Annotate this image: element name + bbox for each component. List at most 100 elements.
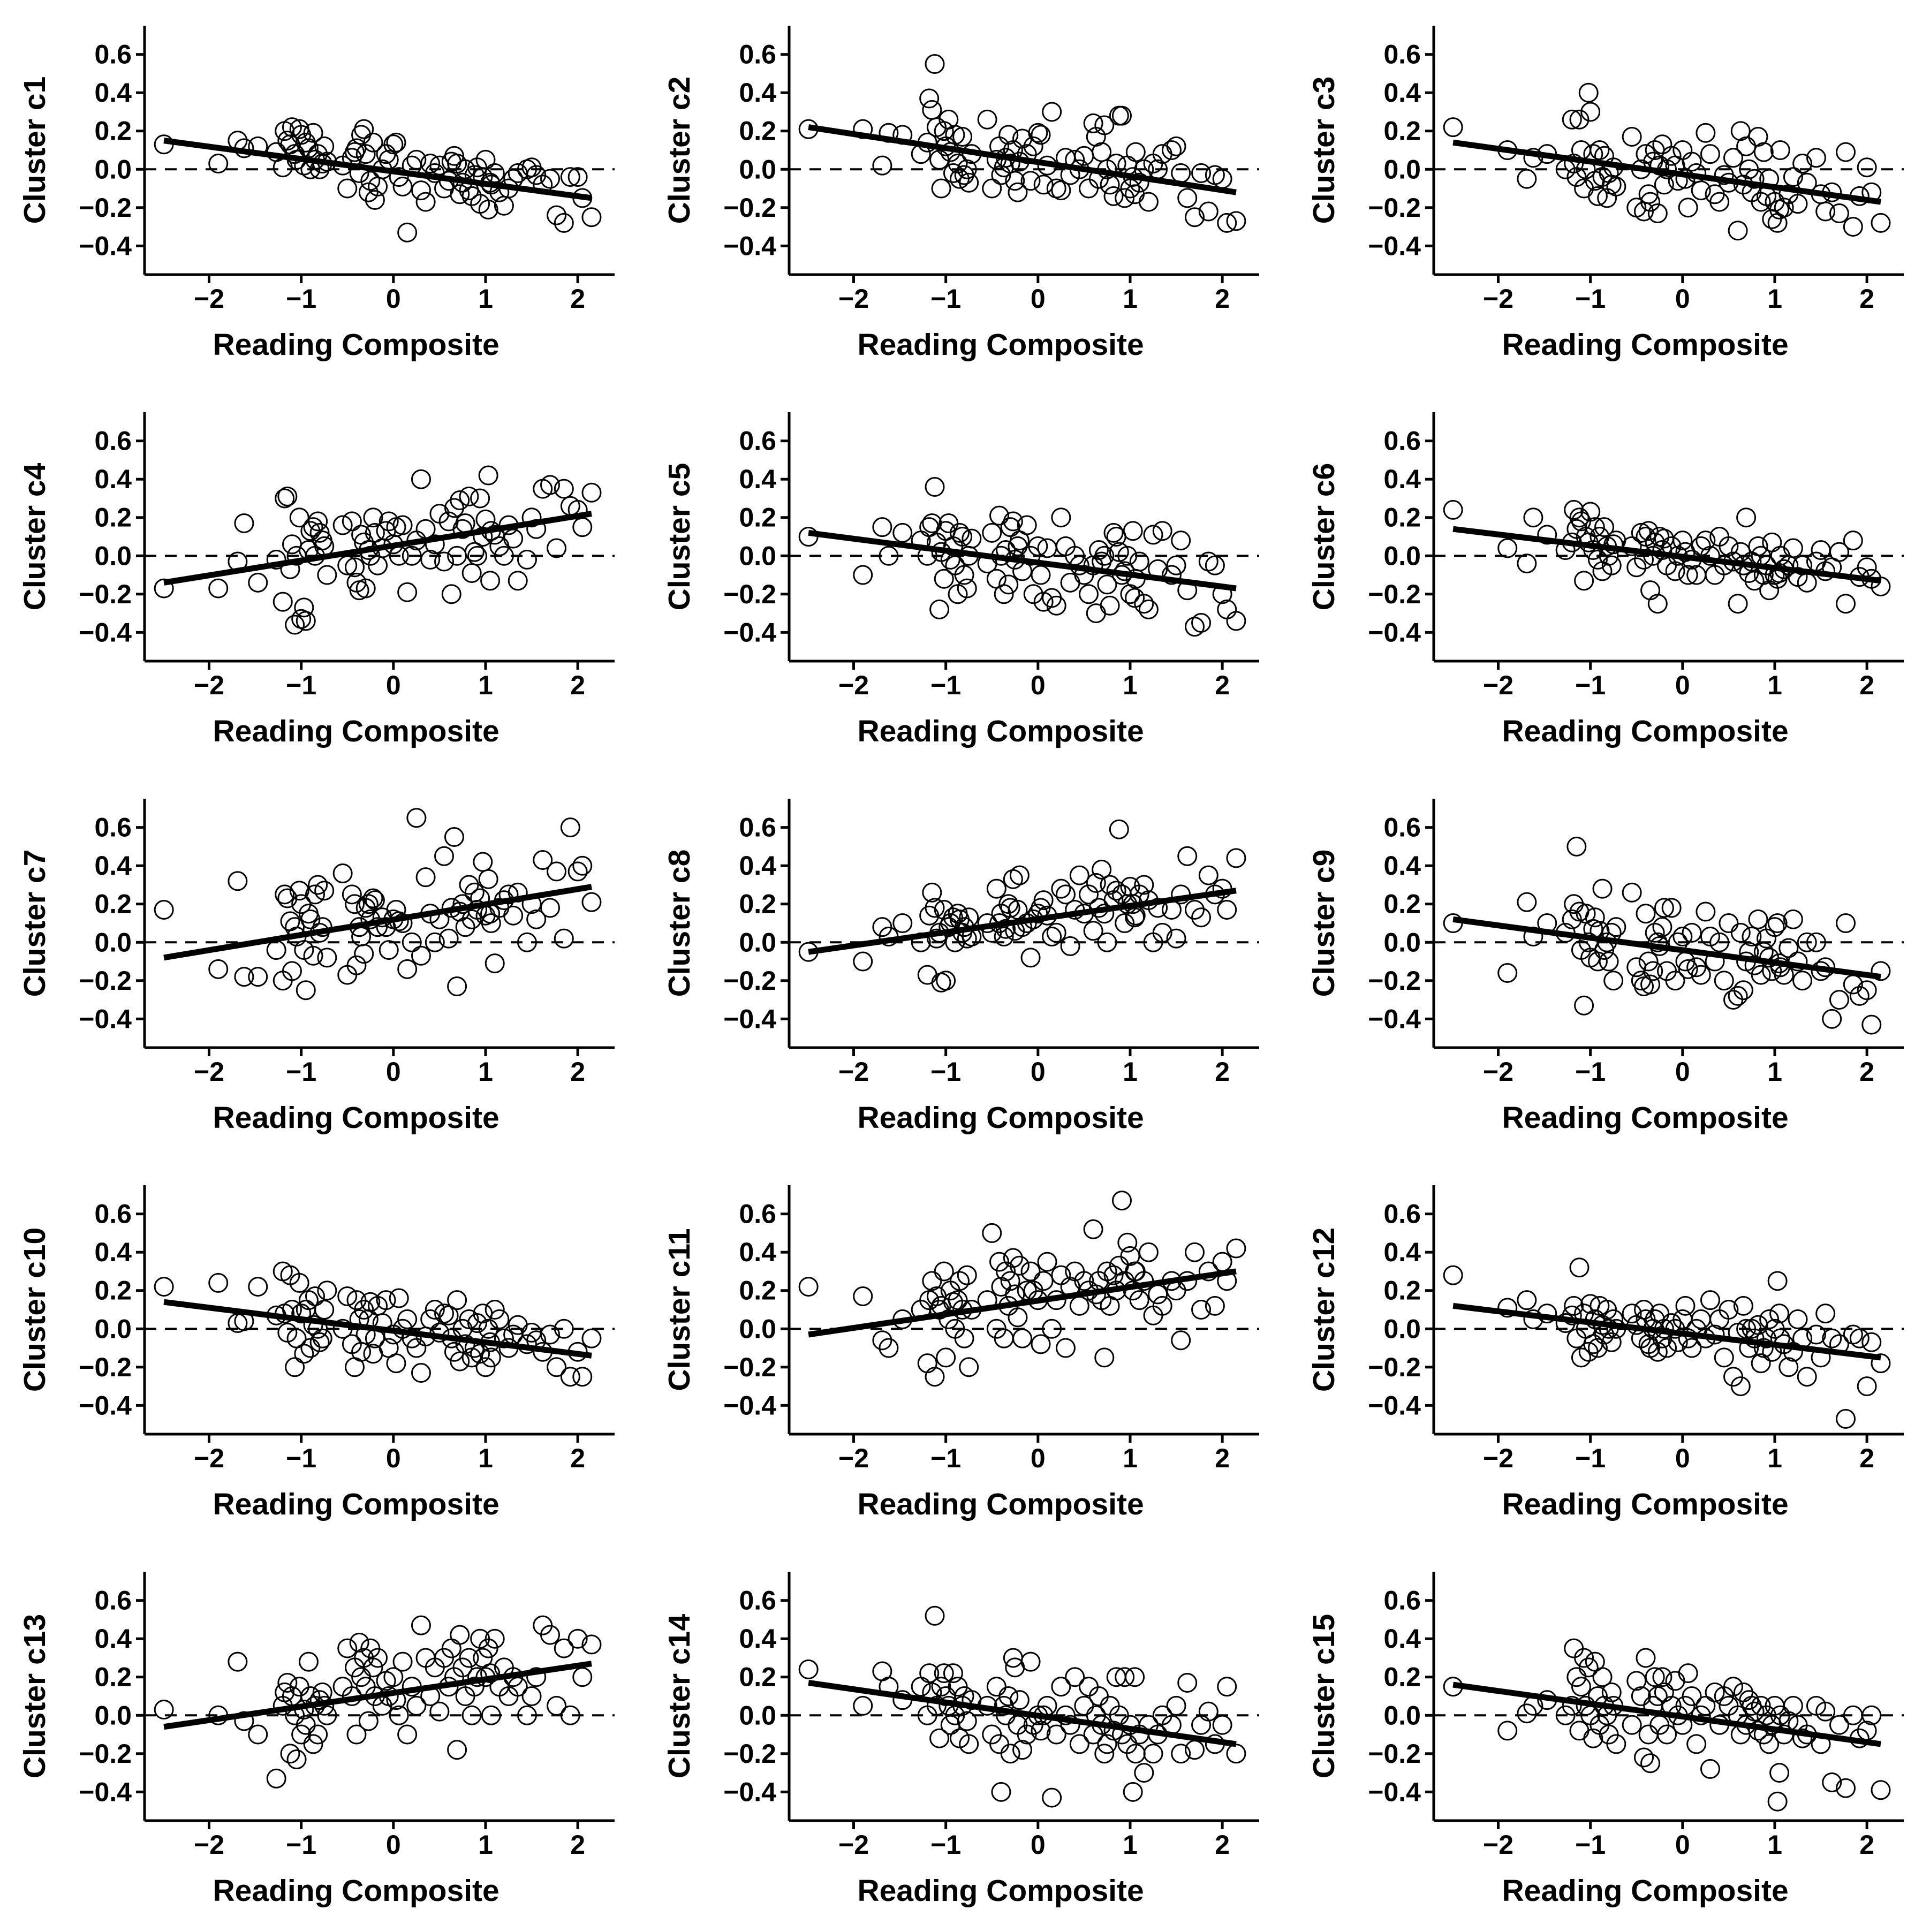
data-point [1792, 154, 1813, 174]
data-point [392, 1651, 413, 1672]
data-point [1000, 898, 1020, 918]
y-tick-label: 0.2 [1383, 116, 1421, 146]
data-point [277, 1672, 298, 1693]
data-point [1672, 927, 1693, 947]
data-point [1585, 517, 1605, 537]
panel-14: −0.4 −0.2 0.0 0.2 0.4 0.6 −2 −1 0 1 2 Reading Compo… [662, 1572, 1259, 1908]
x-tick-label: 0 [1031, 670, 1046, 700]
y-tick-label: 0.0 [1383, 154, 1421, 184]
data-point [892, 913, 913, 933]
data-point [383, 1667, 404, 1687]
x-tick-label: 2 [1859, 1443, 1874, 1473]
y-tick-label: 0.2 [94, 889, 132, 919]
regression-line [808, 1680, 1237, 1747]
data-point [1647, 1342, 1668, 1362]
data-point [1748, 1315, 1768, 1335]
y-tick-label: 0.2 [94, 1662, 132, 1692]
data-point [478, 1638, 498, 1658]
data-point [931, 178, 951, 199]
data-point [521, 507, 542, 528]
data-point [455, 1334, 475, 1354]
x-tick-label: 1 [478, 1057, 493, 1087]
data-point [1177, 1672, 1198, 1693]
data-point [1714, 1347, 1734, 1368]
data-point [494, 545, 514, 566]
data-point [1696, 123, 1716, 143]
data-point [1060, 1715, 1080, 1735]
x-tick-label: 1 [1123, 670, 1138, 700]
data-point [919, 88, 940, 109]
data-point [1100, 595, 1120, 616]
data-point [411, 1615, 431, 1635]
data-point [450, 1625, 470, 1645]
data-point [294, 1344, 314, 1364]
data-point [1751, 1695, 1771, 1716]
data-point [1769, 199, 1790, 219]
x-tick-label: 2 [1859, 1830, 1874, 1860]
data-point [1672, 140, 1693, 160]
data-point [1829, 990, 1849, 1010]
data-point [386, 132, 406, 153]
data-point [547, 1357, 567, 1377]
data-point [470, 488, 490, 509]
data-point [298, 1651, 319, 1672]
data-point [1000, 1744, 1020, 1764]
data-point [1226, 611, 1246, 631]
data-point [1590, 140, 1610, 160]
data-point [1191, 612, 1212, 633]
data-point [996, 1705, 1016, 1725]
y-tick-label: −0.4 [1368, 1004, 1421, 1034]
y-tick-label: −0.4 [79, 1004, 132, 1034]
data-point [948, 1677, 968, 1697]
x-tick-label: −1 [286, 1443, 316, 1473]
data-point [305, 1286, 325, 1306]
data-point [1443, 117, 1463, 138]
data-point [1770, 140, 1790, 160]
x-tick-label: 1 [1767, 1830, 1782, 1860]
data-point [342, 511, 362, 532]
data-point [1083, 1219, 1103, 1239]
data-point [1661, 146, 1682, 166]
y-axis-title: Cluster c6 [1307, 463, 1341, 611]
data-point [1517, 1290, 1537, 1310]
data-point [1217, 1677, 1237, 1697]
x-tick-label: 1 [478, 1443, 493, 1473]
data-point [1055, 1338, 1076, 1358]
data-point [1028, 123, 1048, 143]
y-tick-label: −0.2 [79, 1739, 132, 1769]
y-tick-label: 0.4 [739, 1624, 776, 1654]
data-point [1191, 163, 1212, 183]
data-point [289, 1272, 309, 1293]
y-axis-title: Cluster c8 [662, 850, 697, 997]
data-point [392, 176, 413, 196]
regression-line [1452, 1302, 1881, 1361]
y-tick-label: 0.6 [739, 426, 776, 456]
y-tick-label: 0.4 [94, 464, 132, 494]
data-point [411, 1363, 431, 1383]
data-point [1585, 907, 1605, 928]
data-point [1198, 551, 1218, 572]
data-point [1665, 1671, 1685, 1691]
data-point [461, 563, 482, 583]
data-point [1562, 109, 1582, 130]
data-point [266, 1768, 286, 1789]
data-point [1569, 1257, 1590, 1278]
data-point [317, 948, 337, 968]
y-tick-label: 0.4 [739, 78, 776, 108]
data-point [389, 167, 409, 187]
data-point [917, 1353, 937, 1374]
panel-11: −0.4 −0.2 0.0 0.2 0.4 0.6 −2 −1 0 1 2 Reading Compo… [662, 1185, 1259, 1521]
data-point [296, 1715, 316, 1735]
data-point [461, 1705, 482, 1725]
data-point [1226, 211, 1246, 231]
data-point [332, 1319, 353, 1339]
data-point [1003, 1248, 1023, 1268]
data-point [1719, 1300, 1739, 1320]
data-point [296, 611, 316, 631]
data-point [560, 1367, 580, 1387]
data-point [1857, 157, 1877, 178]
data-point [572, 1667, 593, 1687]
data-point [1009, 1255, 1030, 1276]
data-point [572, 1367, 593, 1387]
data-point [1857, 980, 1877, 1001]
